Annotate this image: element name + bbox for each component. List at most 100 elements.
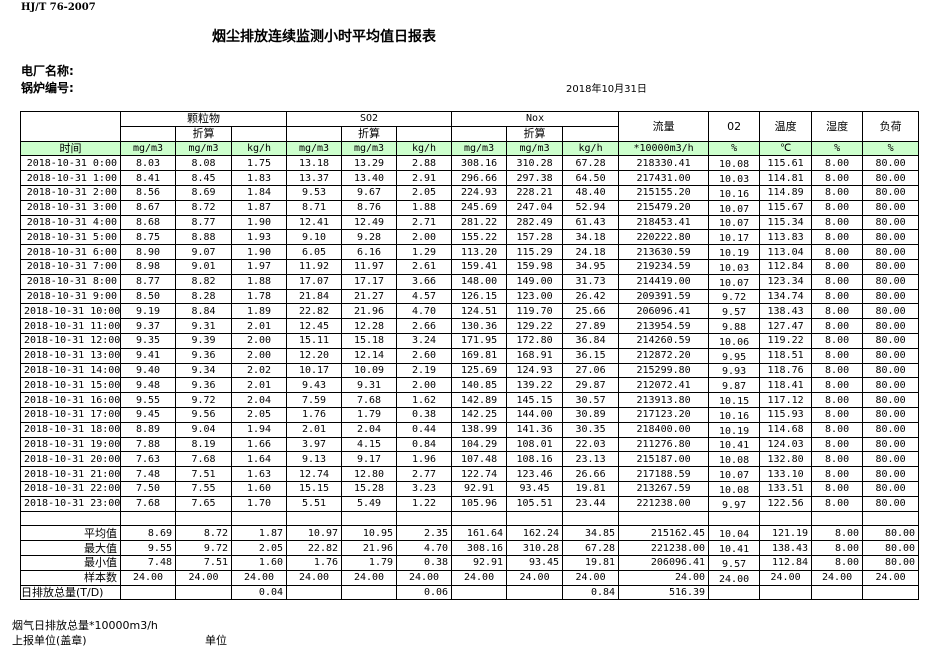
value-cell: 26.66 <box>562 466 620 482</box>
value-cell: 9.01 <box>175 258 232 275</box>
unit-cell: mg/m3 <box>120 140 176 157</box>
value-cell: 2.01 <box>286 421 343 438</box>
daily-total-value <box>286 584 343 601</box>
value-cell: 6.05 <box>286 244 343 260</box>
value-cell: 5.49 <box>341 495 398 512</box>
summary-value: 10.41 <box>708 540 761 556</box>
value-cell: 105.96 <box>451 495 508 512</box>
blank-cell <box>759 510 813 527</box>
blank-cell <box>811 510 864 527</box>
value-cell: 1.60 <box>230 480 288 497</box>
value-cell: 8.00 <box>811 229 864 246</box>
plant-name-label: 电厂名称: <box>21 64 74 78</box>
value-cell: 9.45 <box>120 406 176 423</box>
blank-cell <box>175 510 232 527</box>
summary-value: 8.00 <box>811 525 864 542</box>
value-cell: 8.00 <box>811 392 864 408</box>
summary-value: 161.64 <box>451 525 508 542</box>
daily-total-value: 516.39 <box>618 584 710 601</box>
blank-cell <box>862 510 920 527</box>
unit-cell: mg/m3 <box>451 140 508 157</box>
value-cell: 8.00 <box>811 480 864 497</box>
value-cell: 2.60 <box>396 347 453 364</box>
value-cell: 8.50 <box>120 288 176 305</box>
value-cell: 10.16 <box>708 184 761 201</box>
value-cell: 1.87 <box>230 199 288 216</box>
table-row: 2018-10-31 9:00 8.50 8.28 1.78 21.84 21.27 4.5… <box>20 288 920 305</box>
value-cell: 129.22 <box>506 318 564 334</box>
value-cell: 1.84 <box>230 184 288 201</box>
value-cell: 80.00 <box>862 480 920 497</box>
value-cell: 36.84 <box>562 332 620 349</box>
unit-cell: ℃ <box>759 140 813 157</box>
summary-value: 1.79 <box>341 554 398 571</box>
summary-row: 平均值 8.69 8.72 1.87 10.97 10.95 2.35 161.64 162.2… <box>20 525 920 542</box>
unit-cell: mg/m3 <box>341 140 398 157</box>
value-cell: 8.00 <box>811 377 864 394</box>
value-cell: 8.68 <box>120 214 176 231</box>
value-cell: 215155.20 <box>618 184 710 201</box>
value-cell: 9.36 <box>175 377 232 394</box>
value-cell: 8.00 <box>811 332 864 349</box>
value-cell: 13.37 <box>286 170 343 186</box>
value-cell: 3.23 <box>396 480 453 497</box>
value-cell: 15.28 <box>341 480 398 497</box>
daily-total-value <box>175 584 232 601</box>
time-cell: 2018-10-31 11:00 <box>20 318 121 334</box>
summary-value: 7.51 <box>175 554 232 571</box>
value-cell: 8.00 <box>811 362 864 379</box>
value-cell: 211276.80 <box>618 436 710 453</box>
value-cell: 12.45 <box>286 318 343 334</box>
value-cell: 10.09 <box>341 362 398 379</box>
value-cell: 30.35 <box>562 421 620 438</box>
daily-total-value <box>120 584 176 601</box>
value-cell: 213913.80 <box>618 392 710 408</box>
value-cell: 8.03 <box>120 155 176 172</box>
value-cell: 10.03 <box>708 258 761 275</box>
value-cell: 139.22 <box>506 377 564 394</box>
summary-label: 样本数 <box>20 569 121 586</box>
value-cell: 1.90 <box>230 214 288 231</box>
time-cell: 2018-10-31 21:00 <box>20 466 121 482</box>
value-cell: 12.14 <box>341 347 398 364</box>
blank-cell <box>20 510 121 527</box>
value-cell: 80.00 <box>862 318 920 334</box>
particulate-header: 颗粒物 <box>119 111 288 127</box>
value-cell: 2.01 <box>230 377 288 394</box>
value-cell: 80.00 <box>862 436 920 453</box>
summary-value: 24.00 <box>230 569 288 586</box>
value-cell: 17.17 <box>341 273 398 290</box>
value-cell: 7.50 <box>120 480 176 497</box>
value-cell: 12.41 <box>286 214 343 231</box>
value-cell: 27.06 <box>562 362 620 379</box>
value-cell: 8.90 <box>120 244 176 260</box>
time-cell: 2018-10-31 13:00 <box>20 347 121 364</box>
table-row: 2018-10-31 13:00 9.41 9.36 2.00 12.20 12.14 2.… <box>20 347 920 364</box>
value-cell: 26.42 <box>562 288 620 305</box>
value-cell: 296.66 <box>451 170 508 186</box>
value-cell: 80.00 <box>862 273 920 290</box>
value-cell: 245.69 <box>451 199 508 216</box>
value-cell: 114.68 <box>759 421 813 438</box>
unit-cell: mg/m3 <box>286 140 343 157</box>
blank-cell <box>120 510 176 527</box>
value-cell: 105.51 <box>506 495 564 512</box>
value-cell: 1.29 <box>396 244 453 260</box>
value-cell: 12.28 <box>341 318 398 334</box>
value-cell: 1.75 <box>230 155 288 172</box>
summary-value: 24.00 <box>862 569 920 586</box>
summary-value: 215162.45 <box>618 525 710 542</box>
value-cell: 9.36 <box>175 347 232 364</box>
value-cell: 2.01 <box>230 318 288 334</box>
value-cell: 157.28 <box>506 229 564 246</box>
value-cell: 8.00 <box>811 273 864 290</box>
value-cell: 133.10 <box>759 466 813 482</box>
value-cell: 9.19 <box>120 303 176 320</box>
value-cell: 122.56 <box>759 495 813 512</box>
value-cell: 10.08 <box>708 451 761 468</box>
value-cell: 134.74 <box>759 288 813 305</box>
value-cell: 247.04 <box>506 199 564 216</box>
value-cell: 8.00 <box>811 318 864 334</box>
value-cell: 8.89 <box>120 421 176 438</box>
value-cell: 212072.41 <box>618 377 710 394</box>
